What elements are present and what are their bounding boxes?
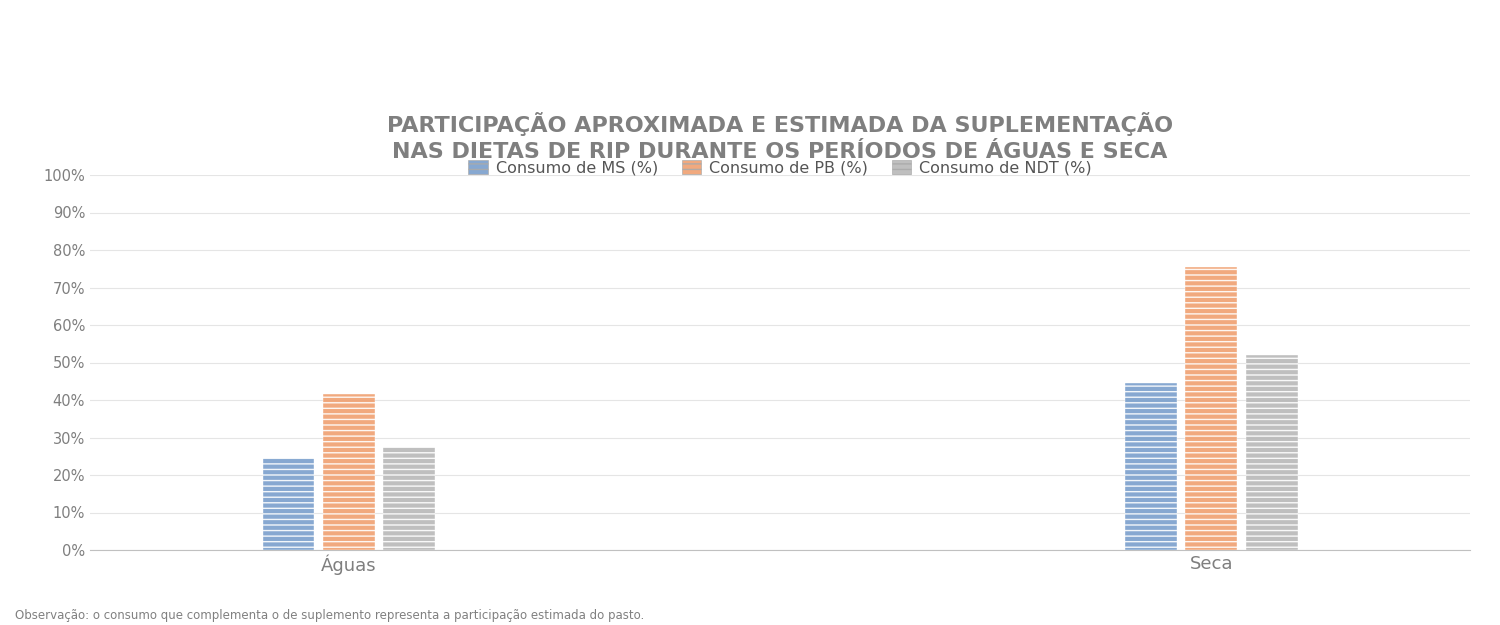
- Bar: [384, 447, 435, 550]
- Title: PARTICIPAÇÃO APROXIMADA E ESTIMADA DA SUPLEMENTAÇÃO
NAS DIETAS DE RIP DURANTE OS: PARTICIPAÇÃO APROXIMADA E ESTIMADA DA SU…: [387, 112, 1173, 162]
- Bar: [322, 394, 375, 550]
- Legend: Consumo de MS (%), Consumo de PB (%), Consumo de NDT (%): Consumo de MS (%), Consumo de PB (%), Co…: [468, 161, 1092, 176]
- Bar: [1125, 383, 1176, 550]
- Text: Observação: o consumo que complementa o de suplemento representa a participação : Observação: o consumo que complementa o …: [15, 609, 645, 622]
- Bar: [1185, 267, 1237, 550]
- Bar: [262, 458, 315, 550]
- Bar: [1245, 355, 1298, 550]
